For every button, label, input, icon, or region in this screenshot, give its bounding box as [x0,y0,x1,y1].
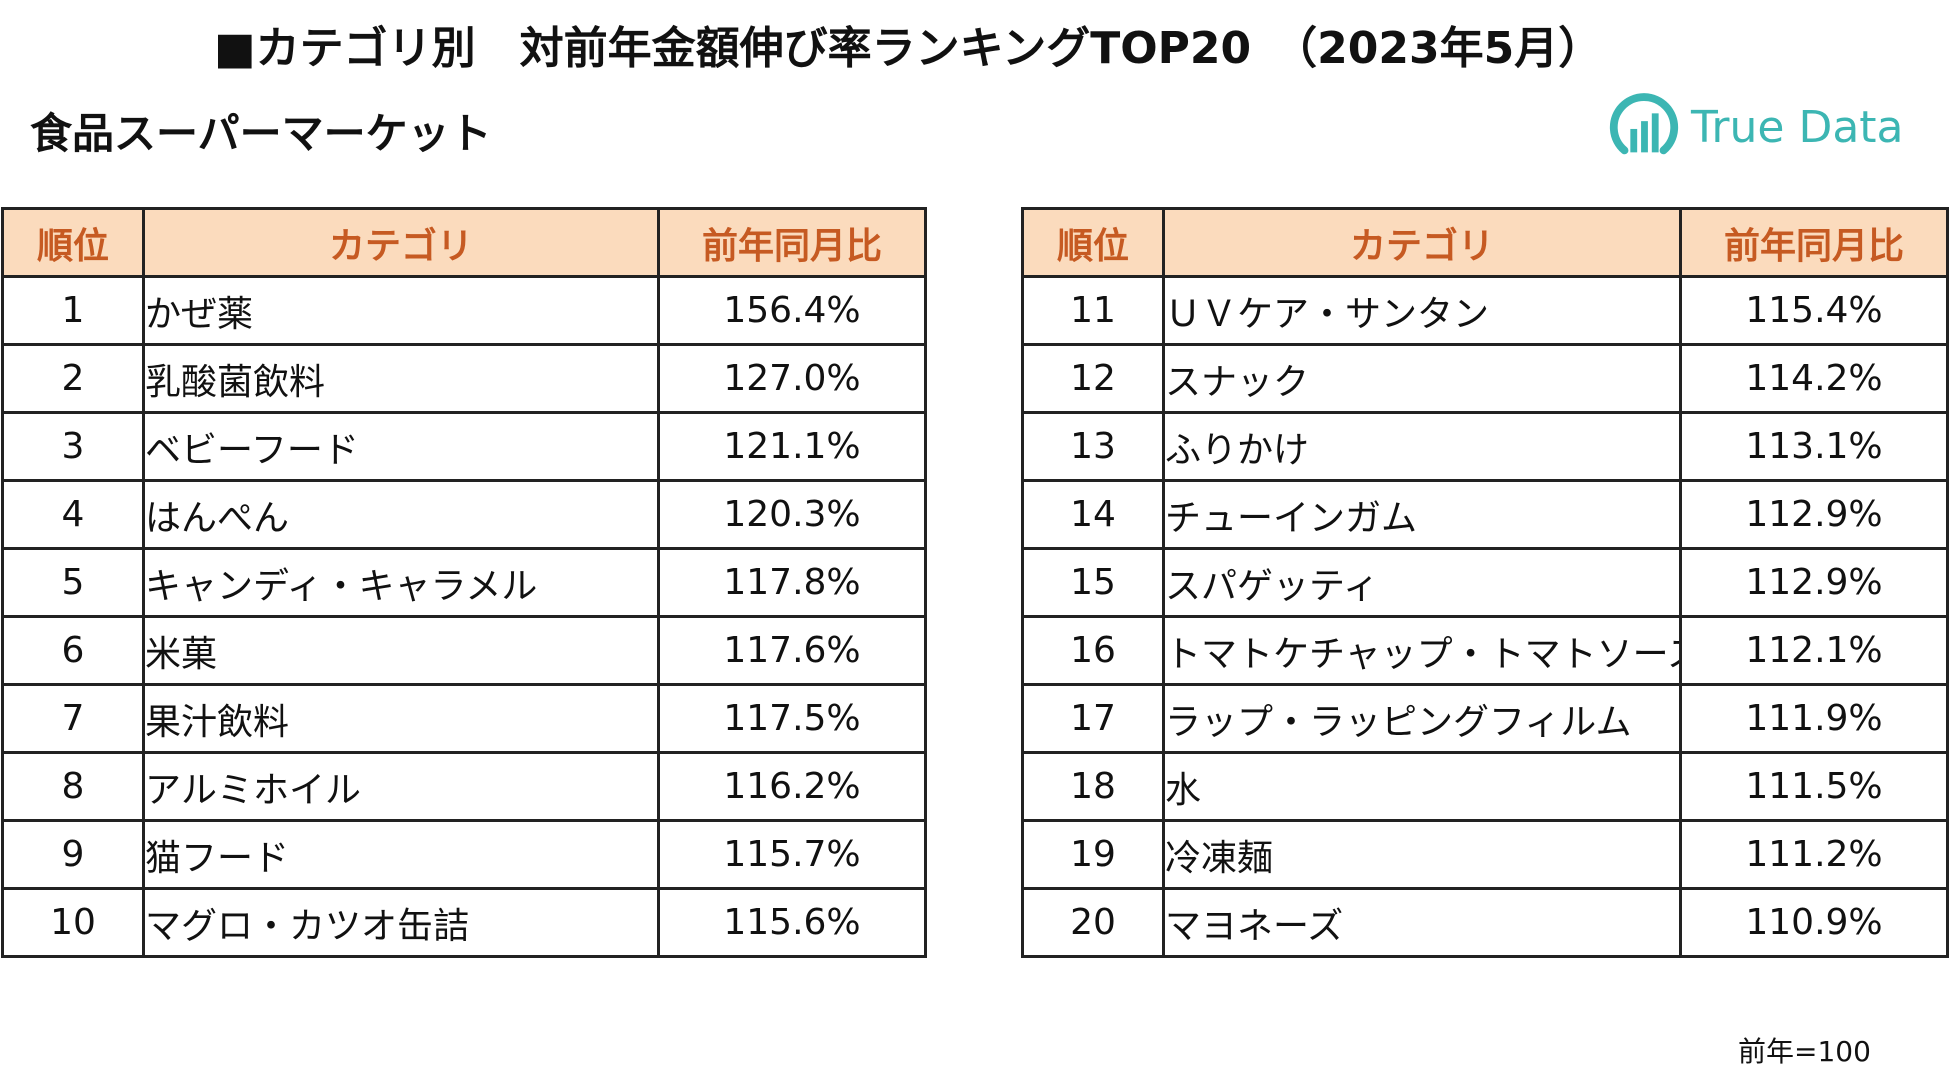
yoy-value-cell: 156.4% [657,275,927,346]
yoy-value-cell: 110.9% [1679,887,1949,958]
ranking-table-left: 順位 カテゴリ 前年同月比 1 かぜ薬 156.4% 2 乳酸菌飲料 127.0% 3 ベビー… [1,207,927,958]
table-header-row: 順位 カテゴリ 前年同月比 [1021,207,1949,278]
rank-cell: 10 [1,887,145,958]
yoy-value-cell: 117.8% [657,547,927,618]
yoy-value-cell: 113.1% [1679,411,1949,482]
category-cell: スパゲッティ [1162,547,1682,618]
category-cell: チューインガム [1162,479,1682,550]
yoy-value-cell: 120.3% [657,479,927,550]
rank-cell: 15 [1021,547,1165,618]
category-cell: ふりかけ [1162,411,1682,482]
table-row: 9 猫フード 115.7% [1,819,927,890]
rank-cell: 14 [1021,479,1165,550]
category-cell: ＵＶケア・サンタン [1162,275,1682,346]
rank-cell: 5 [1,547,145,618]
table-row: 11 ＵＶケア・サンタン 115.4% [1021,275,1949,346]
yoy-value-cell: 121.1% [657,411,927,482]
category-cell: マヨネーズ [1162,887,1682,958]
table-row: 7 果汁飲料 117.5% [1,683,927,754]
category-cell: スナック [1162,343,1682,414]
yoy-value-cell: 127.0% [657,343,927,414]
table-header-row: 順位 カテゴリ 前年同月比 [1,207,927,278]
table-body-right: 11 ＵＶケア・サンタン 115.4% 12 スナック 114.2% 13 ふりかけ 113.1… [1021,275,1949,958]
header-yoy: 前年同月比 [1679,207,1949,278]
yoy-value-cell: 112.1% [1679,615,1949,686]
table-row: 2 乳酸菌飲料 127.0% [1,343,927,414]
rank-cell: 4 [1,479,145,550]
yoy-value-cell: 111.5% [1679,751,1949,822]
category-cell: ラップ・ラッピングフィルム [1162,683,1682,754]
yoy-value-cell: 116.2% [657,751,927,822]
table-row: 10 マグロ・カツオ缶詰 115.6% [1,887,927,958]
table-row: 14 チューインガム 112.9% [1021,479,1949,550]
rank-cell: 8 [1,751,145,822]
yoy-value-cell: 112.9% [1679,547,1949,618]
category-cell: 果汁飲料 [142,683,660,754]
rank-cell: 16 [1021,615,1165,686]
table-row: 12 スナック 114.2% [1021,343,1949,414]
yoy-value-cell: 117.6% [657,615,927,686]
category-cell: ベビーフード [142,411,660,482]
truedata-logo: True Data [1605,88,1904,166]
rank-cell: 12 [1021,343,1165,414]
rank-cell: 7 [1,683,145,754]
rank-cell: 2 [1,343,145,414]
rank-cell: 20 [1021,887,1165,958]
rank-cell: 9 [1,819,145,890]
table-row: 5 キャンディ・キャラメル 117.8% [1,547,927,618]
category-cell: 冷凍麺 [1162,819,1682,890]
rank-cell: 1 [1,275,145,346]
table-row: 1 かぜ薬 156.4% [1,275,927,346]
category-cell: マグロ・カツオ缶詰 [142,887,660,958]
table-row: 4 はんぺん 120.3% [1,479,927,550]
yoy-value-cell: 115.7% [657,819,927,890]
category-cell: 水 [1162,751,1682,822]
table-row: 3 ベビーフード 121.1% [1,411,927,482]
category-cell: トマトケチャップ・トマトソース [1162,615,1682,686]
yoy-value-cell: 111.2% [1679,819,1949,890]
section-subtitle: 食品スーパーマーケット [30,109,492,158]
table-row: 15 スパゲッティ 112.9% [1021,547,1949,618]
rank-cell: 13 [1021,411,1165,482]
category-cell: はんぺん [142,479,660,550]
ranking-table-right: 順位 カテゴリ 前年同月比 11 ＵＶケア・サンタン 115.4% 12 スナック 114… [1021,207,1949,958]
table-row: 8 アルミホイル 116.2% [1,751,927,822]
category-cell: かぜ薬 [142,275,660,346]
rank-cell: 6 [1,615,145,686]
rank-cell: 17 [1021,683,1165,754]
table-row: 20 マヨネーズ 110.9% [1021,887,1949,958]
footnote: 前年=100 [1738,1035,1871,1068]
truedata-logo-icon [1609,93,1679,155]
table-row: 6 米菓 117.6% [1,615,927,686]
rank-cell: 11 [1021,275,1165,346]
header-category: カテゴリ [142,207,660,278]
header-yoy: 前年同月比 [657,207,927,278]
page-title: ■カテゴリ別 対前年金額伸び率ランキングTOP20 （2023年5月） [214,23,1603,74]
yoy-value-cell: 114.2% [1679,343,1949,414]
table-row: 18 水 111.5% [1021,751,1949,822]
category-cell: 乳酸菌飲料 [142,343,660,414]
table-row: 16 トマトケチャップ・トマトソース 112.1% [1021,615,1949,686]
header-rank: 順位 [1021,207,1165,278]
yoy-value-cell: 111.9% [1679,683,1949,754]
rank-cell: 18 [1021,751,1165,822]
rank-cell: 3 [1,411,145,482]
table-row: 19 冷凍麺 111.2% [1021,819,1949,890]
header-category: カテゴリ [1162,207,1682,278]
table-body-left: 1 かぜ薬 156.4% 2 乳酸菌飲料 127.0% 3 ベビーフード 121.1% 4 はんぺん… [1,275,927,958]
yoy-value-cell: 115.4% [1679,275,1949,346]
category-cell: 猫フード [142,819,660,890]
category-cell: 米菓 [142,615,660,686]
category-cell: キャンディ・キャラメル [142,547,660,618]
header-rank: 順位 [1,207,145,278]
yoy-value-cell: 117.5% [657,683,927,754]
table-row: 17 ラップ・ラッピングフィルム 111.9% [1021,683,1949,754]
rank-cell: 19 [1021,819,1165,890]
table-row: 13 ふりかけ 113.1% [1021,411,1949,482]
yoy-value-cell: 115.6% [657,887,927,958]
yoy-value-cell: 112.9% [1679,479,1949,550]
logo-text: True Data [1691,101,1904,153]
category-cell: アルミホイル [142,751,660,822]
